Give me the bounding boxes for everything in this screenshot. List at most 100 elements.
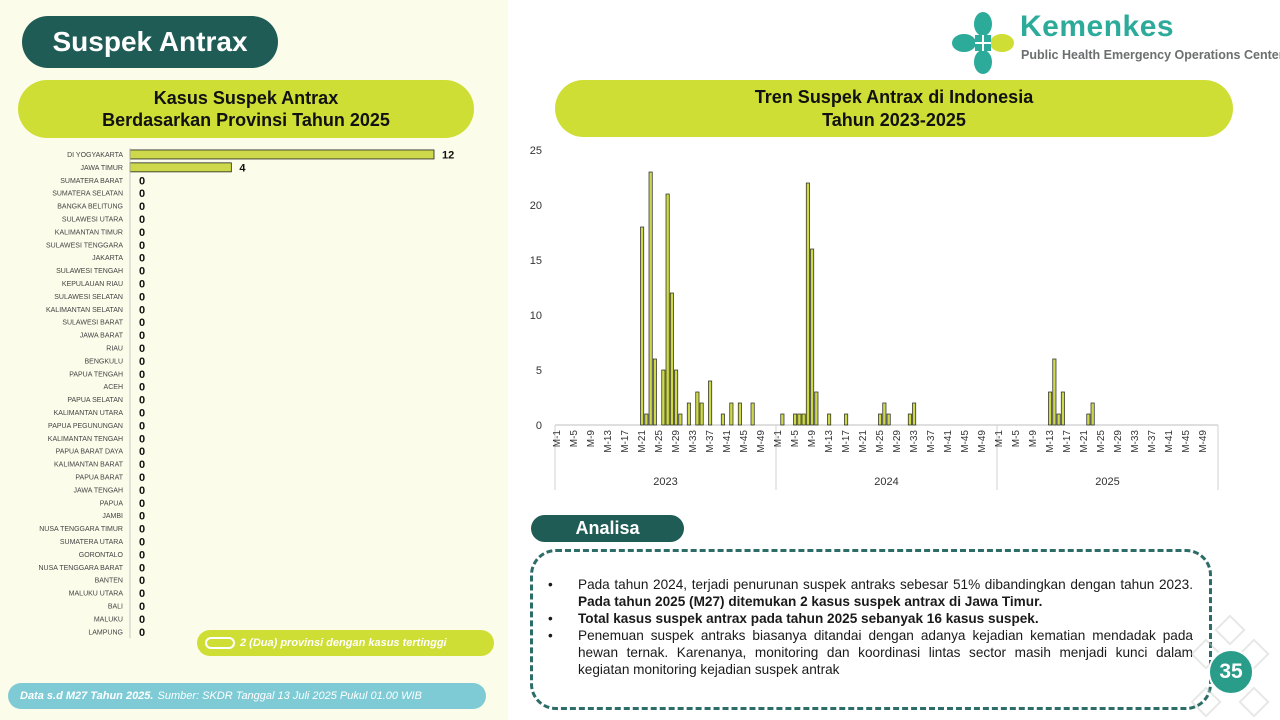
province-value-label: 0	[139, 536, 145, 548]
province-value-label: 0	[139, 524, 145, 536]
province-label: BANTEN	[95, 578, 123, 585]
logo-subtitle: Public Health Emergency Operations Cente…	[1021, 48, 1280, 62]
x-tick-label: M-5	[790, 430, 801, 448]
province-label: GORONTALO	[79, 552, 124, 559]
province-label: SUMATERA UTARA	[60, 539, 123, 546]
province-value-label: 0	[139, 343, 145, 355]
province-label: JAWA TENGAH	[73, 487, 123, 494]
x-tick-label: M-21	[637, 430, 648, 453]
province-label: JAWA TIMUR	[80, 165, 123, 172]
province-bar	[129, 162, 232, 173]
province-label: RIAU	[106, 345, 123, 352]
x-tick-label: M-49	[1198, 430, 1209, 453]
province-value-label: 12	[442, 149, 454, 161]
x-tick-label: M-5	[569, 430, 580, 448]
x-tick-label: M-9	[586, 430, 597, 448]
province-value-label: 0	[139, 330, 145, 342]
province-label: BALI	[108, 603, 123, 610]
trend-bar	[1056, 413, 1061, 426]
province-value-label: 4	[239, 162, 246, 174]
province-label: NUSA TENGGARA BARAT	[38, 565, 123, 572]
trend-bar	[907, 413, 912, 426]
legend-highlight: 2 (Dua) provinsi dengan kasus tertinggi	[197, 630, 494, 656]
province-label: JAMBI	[102, 513, 123, 520]
province-chart-title-line2: Berdasarkan Provinsi Tahun 2025	[102, 110, 390, 130]
trend-bar	[648, 171, 653, 426]
province-value-label: 0	[139, 240, 145, 252]
x-tick-label: M-29	[671, 430, 682, 453]
province-value-label: 0	[139, 201, 145, 213]
province-label: KALIMANTAN TENGAH	[48, 436, 123, 443]
province-value-label: 0	[139, 407, 145, 419]
analisa-box	[530, 549, 1212, 710]
province-value-label: 0	[139, 395, 145, 407]
province-label: PAPUA TENGAH	[69, 371, 123, 378]
province-label: KALIMANTAN BARAT	[54, 462, 124, 469]
province-value-label: 0	[139, 549, 145, 561]
trend-bar	[640, 226, 645, 426]
province-label: PAPUA PEGUNUNGAN	[48, 423, 123, 430]
x-tick-label: M-17	[841, 430, 852, 453]
province-value-label: 0	[139, 588, 145, 600]
province-value-label: 0	[139, 253, 145, 265]
trend-bar	[1060, 391, 1065, 426]
legend-swatch	[205, 637, 235, 649]
trend-bar	[1090, 402, 1095, 426]
province-value-label: 0	[139, 433, 145, 445]
province-value-label: 0	[139, 575, 145, 587]
trend-bar	[1048, 391, 1053, 426]
trend-bar	[729, 402, 734, 426]
province-value-label: 0	[139, 304, 145, 316]
province-value-label: 0	[139, 291, 145, 303]
province-value-label: 0	[139, 562, 145, 574]
x-tick-label: M-1	[994, 430, 1005, 448]
province-label: KALIMANTAN UTARA	[54, 410, 124, 417]
province-bar-chart: DI YOGYAKARTA 12 JAWA TIMUR 4 SUMATERA BARAT…	[38, 148, 454, 639]
x-tick-label: M-21	[1079, 430, 1090, 453]
x-tick-label: M-49	[977, 430, 988, 453]
trend-chart-title: Tren Suspek Antrax di Indonesia Tahun 20…	[555, 80, 1233, 137]
trend-bar	[737, 402, 742, 426]
year-label: 2024	[874, 476, 898, 488]
province-label: SUMATERA SELATAN	[52, 191, 123, 198]
x-tick-label: M-37	[705, 430, 716, 453]
year-label: 2023	[653, 476, 677, 488]
x-tick-label: M-29	[1113, 430, 1124, 453]
trend-bar	[674, 369, 679, 426]
province-label: BANGKA BELITUNG	[57, 204, 123, 211]
legend-text: 2 (Dua) provinsi dengan kasus tertinggi	[240, 637, 447, 649]
province-label: ACEH	[104, 384, 123, 391]
province-label: PAPUA	[100, 500, 124, 507]
province-label: SULAWESI TENGAH	[56, 268, 123, 275]
x-tick-label: M-45	[960, 430, 971, 453]
trend-chart-title-line2: Tahun 2023-2025	[822, 109, 966, 130]
trend-bar	[844, 413, 849, 426]
footer-source: Data s.d M27 Tahun 2025. Sumber: SKDR Ta…	[8, 683, 486, 709]
logo-name: Kemenkes	[1020, 10, 1175, 43]
x-tick-label: M-37	[926, 430, 937, 453]
province-label: SULAWESI UTARA	[62, 216, 123, 223]
trend-bar	[699, 402, 704, 426]
province-value-label: 0	[139, 175, 145, 187]
x-tick-label: M-21	[858, 430, 869, 453]
analisa-bullet: Total kasus suspek antrax pada tahun 202…	[548, 610, 1193, 627]
province-value-label: 0	[139, 511, 145, 523]
province-value-label: 0	[139, 266, 145, 278]
x-tick-label: M-37	[1147, 430, 1158, 453]
province-value-label: 0	[139, 601, 145, 613]
trend-bar	[878, 413, 883, 426]
x-tick-label: M-17	[1062, 430, 1073, 453]
province-value-label: 0	[139, 627, 145, 639]
province-label: JAWA BARAT	[80, 333, 124, 340]
y-tick-label: 20	[530, 200, 542, 212]
x-tick-label: M-33	[1130, 430, 1141, 453]
x-tick-label: M-25	[875, 430, 886, 453]
trend-bar	[1086, 413, 1091, 426]
page-title: Suspek Antrax	[22, 16, 278, 68]
province-value-label: 0	[139, 227, 145, 239]
x-tick-label: M-41	[1164, 430, 1175, 453]
kemenkes-logo: Kemenkes Public Health Emergency Operati…	[952, 10, 1280, 78]
province-value-label: 0	[139, 382, 145, 394]
province-value-label: 0	[139, 446, 145, 458]
